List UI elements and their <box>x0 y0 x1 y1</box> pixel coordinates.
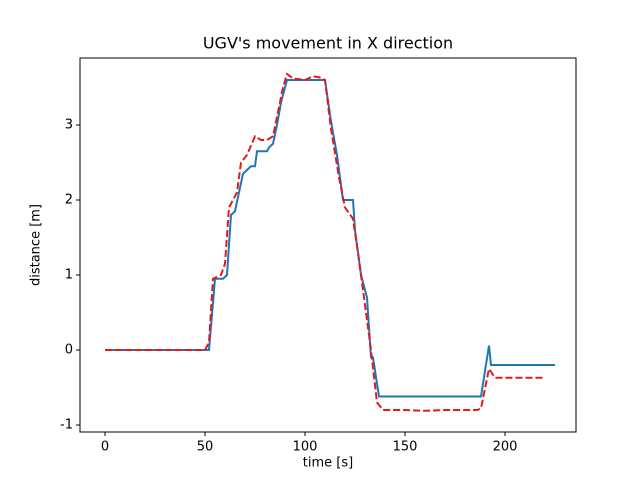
x-tick-label: 150 <box>393 440 418 455</box>
x-axis-label: time [s] <box>303 456 353 471</box>
data-line <box>105 72 545 412</box>
y-tick-label: 3 <box>65 117 73 132</box>
data-line <box>105 78 555 398</box>
y-axis-label: distance [m] <box>29 204 44 286</box>
y-tick-label: 0 <box>65 343 73 358</box>
x-tick-label: 0 <box>101 440 109 455</box>
y-tick-label: 1 <box>65 268 73 283</box>
plot-frame <box>79 57 577 433</box>
chart-title: UGV's movement in X direction <box>203 34 453 53</box>
y-tick-label: 2 <box>65 192 73 207</box>
x-tick-label: 100 <box>293 440 318 455</box>
y-tick-label: -1 <box>60 418 73 433</box>
x-tick-label: 50 <box>197 440 214 455</box>
x-tick-label: 200 <box>493 440 518 455</box>
